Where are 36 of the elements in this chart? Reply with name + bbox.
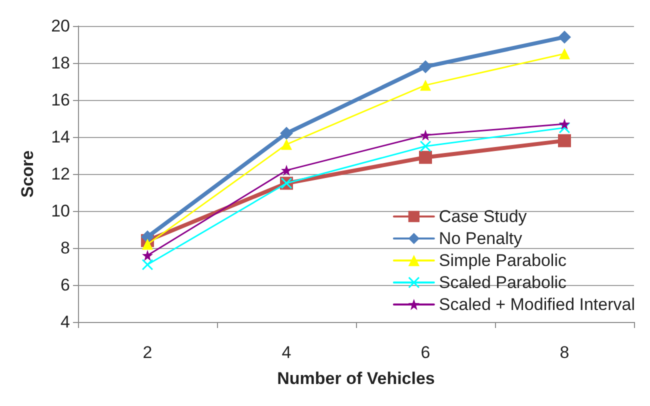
legend-label: No Penalty (438, 229, 523, 248)
y-axis-title: Score (18, 150, 37, 198)
point (559, 48, 570, 60)
legend-label: Scaled Parabolic (438, 273, 567, 292)
point (558, 30, 571, 44)
legend-label: Case Study (438, 207, 528, 226)
legend-label: Scaled + Modified Interval (438, 295, 636, 314)
point (420, 140, 431, 152)
y-tick-label: 18 (51, 54, 70, 72)
x-tick-label: 2 (142, 343, 152, 362)
y-tick-label: 14 (51, 128, 70, 146)
y-tick-label: 10 (51, 202, 70, 220)
point (420, 130, 431, 141)
x-tick-label: 8 (560, 343, 570, 362)
y-tick-label: 4 (60, 312, 70, 332)
x-tick-label: 4 (282, 343, 292, 362)
point (142, 250, 153, 261)
legend-label: Simple Parabolic (438, 251, 567, 270)
point (142, 259, 153, 270)
y-tick-label: 12 (51, 164, 70, 184)
point (142, 238, 153, 250)
y-tick-label: 8 (60, 238, 70, 258)
point (141, 230, 154, 244)
point (558, 134, 571, 148)
point (559, 118, 570, 130)
point (419, 150, 432, 164)
x-axis-title: Number of Vehicles (277, 369, 435, 388)
point (419, 60, 432, 74)
y-tick-label: 6 (60, 276, 70, 294)
point (281, 138, 292, 150)
y-tick-label: 20 (51, 16, 70, 36)
y-tick-label: 16 (51, 90, 70, 110)
point (281, 164, 292, 176)
x-tick-label: 6 (420, 343, 430, 362)
point (280, 126, 293, 140)
point (420, 80, 431, 91)
